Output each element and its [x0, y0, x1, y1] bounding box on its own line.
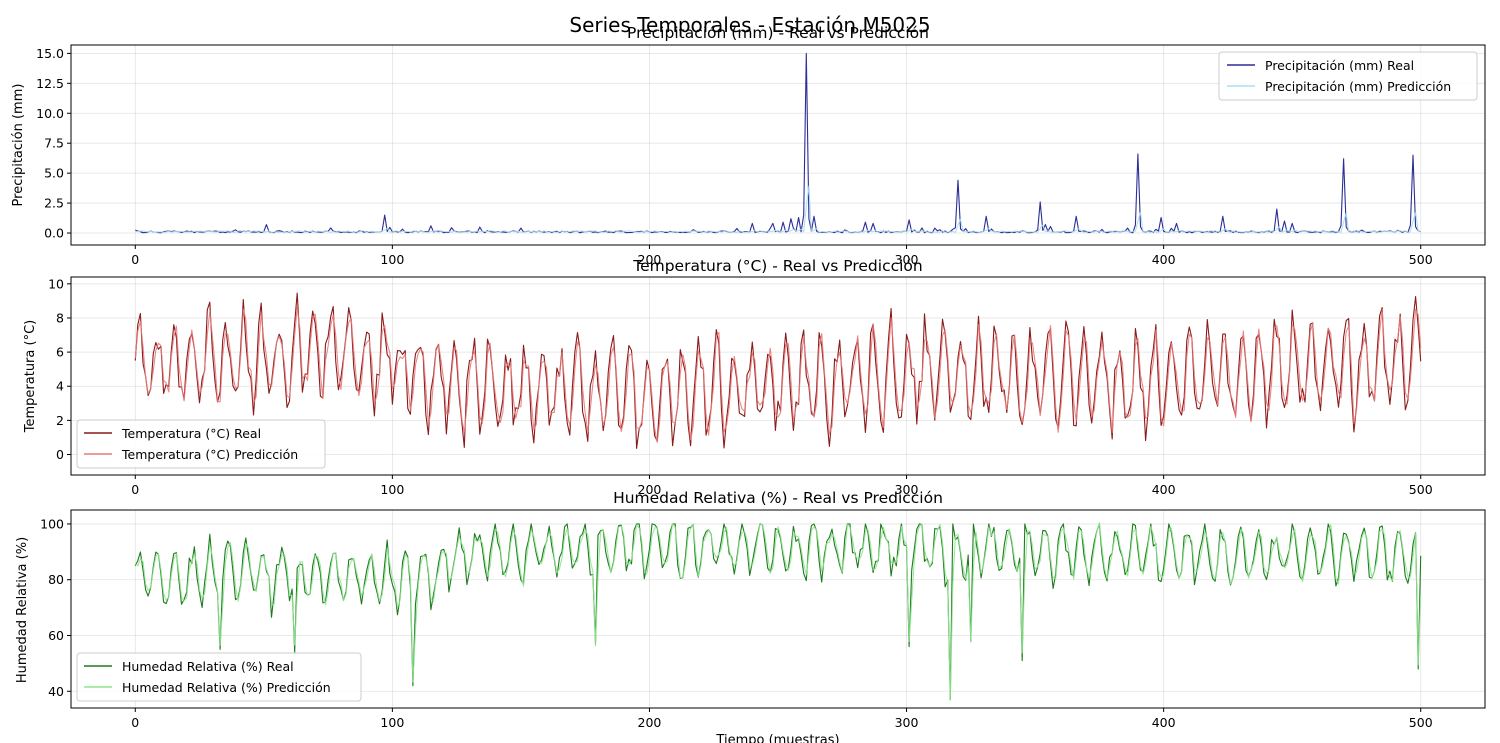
temperatura-legend-pred-label: Temperatura (°C) Predicción: [121, 447, 298, 462]
precipitacion-legend-pred-label: Precipitación (mm) Predicción: [1265, 79, 1451, 94]
precipitacion-xtick-label: 400: [1152, 252, 1176, 267]
humedad-series-pred-line: [134, 522, 1422, 701]
precipitacion-xtick-label: 300: [895, 252, 919, 267]
temperatura-ticks: 0 100 200 300 400 500 0 2 4 6 8 10: [48, 276, 1433, 497]
humedad-xtick-label: 100: [380, 715, 404, 730]
panel-precipitacion: 0 100 200 300 400 500 0.0 2.5 5.0 7.5 10.0 12.5 15.0…: [11, 24, 1486, 267]
precipitacion-series-pred-line: [135, 185, 1421, 233]
panel-humedad: 0 100 200 300 400 500 40 60 80 100 Humedad Relati…: [15, 489, 1486, 743]
precipitacion-ytick-label: 0.0: [44, 226, 64, 241]
precipitacion-title: Precipitación (mm) - Real vs Predicción: [627, 24, 929, 42]
precipitacion-plot-frame: [70, 44, 1486, 246]
precipitacion-ylabel: Precipitación (mm): [11, 84, 26, 207]
temperatura-xtick-label: 0: [131, 482, 139, 497]
humedad-legend: Humedad Relativa (%) Real Humedad Relati…: [76, 652, 362, 702]
humedad-xtick-label: 300: [895, 715, 919, 730]
temperatura-series-lines: [134, 292, 1422, 449]
humedad-xtick-label: 400: [1152, 715, 1176, 730]
precipitacion-legend-box: [1218, 51, 1478, 101]
precipitacion-ytick-label: 15.0: [36, 46, 64, 61]
humedad-xtick-label: 500: [1409, 715, 1433, 730]
precipitacion-xtick-label: 200: [638, 252, 662, 267]
temperatura-plot-frame: [70, 276, 1486, 476]
humedad-ytick-label: 60: [48, 628, 64, 643]
precipitacion-ytick-label: 5.0: [44, 166, 64, 181]
temperatura-xtick-label: 500: [1409, 482, 1433, 497]
temperatura-ytick-label: 4: [56, 379, 64, 394]
humedad-ylabel: Humedad Relativa (%): [15, 537, 30, 683]
precipitacion-ticks: 0 100 200 300 400 500 0.0 2.5 5.0 7.5 10.0 12.5 15.0: [36, 46, 1433, 267]
temperatura-ytick-label: 6: [56, 345, 64, 360]
temperatura-xtick-label: 100: [380, 482, 404, 497]
humedad-xlabel: Tiempo (muestras): [715, 733, 839, 743]
precipitacion-ytick-label: 12.5: [36, 76, 64, 91]
temperatura-ytick-label: 8: [56, 310, 64, 325]
humedad-ytick-label: 40: [48, 684, 64, 699]
figure-suptitle: Series Temporales - Estación M5025: [569, 13, 930, 37]
humedad-legend-pred-label: Humedad Relativa (%) Predicción: [122, 680, 331, 695]
precipitacion-series-lines: [135, 52, 1421, 234]
temperatura-legend-real-label: Temperatura (°C) Real: [121, 426, 261, 441]
temperatura-ylabel: Temperatura (°C): [23, 320, 38, 433]
panel-temperatura: 0 100 200 300 400 500 0 2 4 6 8 10 Temperatura (°C)…: [23, 257, 1486, 497]
temperatura-legend: Temperatura (°C) Real Temperatura (°C) P…: [76, 419, 326, 469]
humedad-ytick-label: 100: [40, 516, 64, 531]
humedad-plot-frame: [70, 509, 1486, 709]
precipitacion-legend: Precipitación (mm) Real Precipitación (m…: [1218, 51, 1478, 101]
temperatura-ytick-label: 10: [48, 276, 64, 291]
precipitacion-grid: [71, 45, 1485, 245]
temperatura-ytick-label: 0: [56, 447, 64, 462]
temperatura-xtick-label: 200: [638, 482, 662, 497]
precipitacion-ytick-label: 2.5: [44, 196, 64, 211]
temperatura-xtick-label: 400: [1152, 482, 1176, 497]
precipitacion-ytick-label: 7.5: [44, 136, 64, 151]
precipitacion-xtick-label: 0: [131, 252, 139, 267]
humedad-ytick-label: 80: [48, 572, 64, 587]
humedad-legend-real-label: Humedad Relativa (%) Real: [122, 659, 294, 674]
temperatura-series-pred-line: [134, 306, 1422, 443]
temperatura-xtick-label: 300: [895, 482, 919, 497]
temperatura-title: Temperatura (°C) - Real vs Predicción: [632, 257, 923, 275]
temperatura-legend-box: [76, 419, 326, 469]
precipitacion-xtick-label: 100: [380, 252, 404, 267]
humedad-title: Humedad Relativa (%) - Real vs Predicció…: [613, 489, 943, 507]
humedad-xtick-label: 0: [131, 715, 139, 730]
precipitacion-ytick-label: 10.0: [36, 106, 64, 121]
humedad-xtick-label: 200: [638, 715, 662, 730]
precipitacion-xtick-label: 500: [1409, 252, 1433, 267]
precipitacion-legend-real-label: Precipitación (mm) Real: [1265, 58, 1414, 73]
humedad-ticks: 0 100 200 300 400 500 40 60 80 100: [40, 516, 1433, 730]
humedad-legend-box: [76, 652, 362, 702]
temperatura-ytick-label: 2: [56, 413, 64, 428]
humedad-series-lines: [134, 522, 1422, 701]
temperatura-series-real-line: [134, 292, 1422, 449]
